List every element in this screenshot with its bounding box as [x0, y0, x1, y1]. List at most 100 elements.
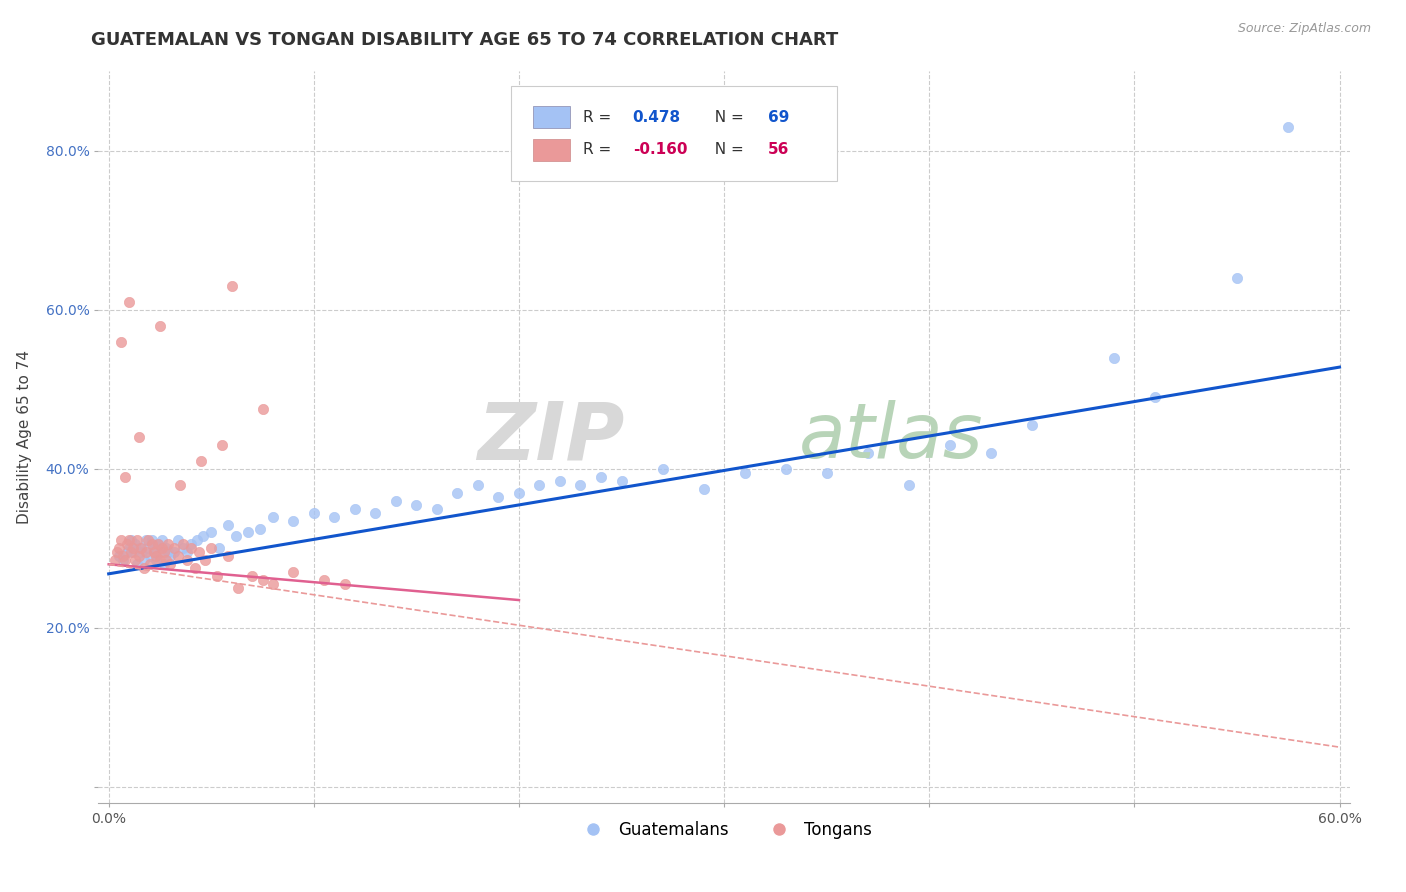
Point	[312, 573, 335, 587]
Point	[142, 545, 165, 559]
Point	[225, 529, 247, 543]
Point	[108, 549, 131, 564]
Point	[191, 529, 214, 543]
Point	[138, 549, 160, 564]
Point	[118, 541, 141, 556]
Point	[172, 537, 194, 551]
Point	[426, 501, 449, 516]
Text: 56: 56	[768, 142, 789, 157]
Text: atlas: atlas	[799, 401, 984, 474]
Point	[529, 477, 551, 491]
Point	[856, 446, 879, 460]
Point	[120, 545, 142, 559]
Point	[1021, 418, 1043, 433]
Point	[323, 509, 346, 524]
Point	[180, 537, 202, 551]
Text: R =: R =	[582, 110, 616, 125]
Point	[548, 474, 571, 488]
Point	[508, 485, 530, 500]
Point	[207, 569, 229, 583]
Point	[815, 466, 838, 480]
Point	[128, 430, 150, 444]
Point	[146, 537, 169, 551]
Point	[141, 533, 163, 548]
Point	[169, 477, 191, 491]
Text: 0.478: 0.478	[633, 110, 681, 125]
Point	[105, 545, 128, 559]
Point	[149, 545, 172, 559]
Point	[938, 438, 960, 452]
Point	[149, 553, 172, 567]
Point	[132, 553, 155, 567]
Point	[124, 537, 146, 551]
Y-axis label: Disability Age 65 to 74: Disability Age 65 to 74	[17, 350, 31, 524]
Point	[221, 279, 243, 293]
Text: -0.160: -0.160	[633, 142, 688, 157]
Point	[302, 506, 325, 520]
Point	[1102, 351, 1125, 365]
Point	[127, 533, 149, 548]
Point	[333, 577, 356, 591]
Point	[136, 541, 159, 556]
Point	[692, 482, 714, 496]
Point	[135, 533, 157, 548]
Point	[128, 541, 150, 556]
Point	[136, 533, 159, 548]
Point	[283, 514, 305, 528]
Point	[980, 446, 1002, 460]
Point	[1277, 120, 1299, 134]
Point	[172, 541, 194, 556]
Point	[108, 541, 131, 556]
Point	[217, 549, 239, 564]
Point	[132, 561, 155, 575]
Point	[153, 558, 176, 572]
Point	[131, 541, 153, 556]
Point	[159, 558, 181, 572]
Point	[115, 545, 138, 559]
Point	[211, 438, 233, 452]
Text: R =: R =	[582, 142, 616, 157]
Point	[184, 561, 207, 575]
Point	[110, 533, 132, 548]
Text: N =: N =	[706, 110, 749, 125]
Point	[569, 477, 592, 491]
Point	[200, 525, 222, 540]
Point	[1226, 271, 1249, 285]
Point	[180, 541, 202, 556]
Point	[155, 541, 177, 556]
Point	[150, 541, 173, 556]
Point	[124, 553, 146, 567]
Point	[190, 454, 212, 468]
Point	[167, 533, 190, 548]
Legend: Guatemalans, Tongans: Guatemalans, Tongans	[569, 814, 879, 846]
Point	[176, 553, 198, 567]
Text: Source: ZipAtlas.com: Source: ZipAtlas.com	[1237, 22, 1371, 36]
Point	[217, 517, 239, 532]
Point	[146, 537, 169, 551]
Point	[149, 318, 172, 333]
Point	[343, 501, 366, 516]
Point	[120, 533, 142, 548]
Point	[252, 573, 274, 587]
Point	[252, 402, 274, 417]
Point	[145, 549, 167, 564]
Point	[283, 566, 305, 580]
Point	[159, 549, 181, 564]
Bar	[533, 138, 571, 161]
Point	[385, 493, 408, 508]
Point	[200, 541, 222, 556]
Point	[112, 553, 135, 567]
Point	[467, 477, 489, 491]
Point	[651, 462, 673, 476]
Point	[135, 545, 157, 559]
Point	[118, 533, 141, 548]
Point	[115, 537, 138, 551]
Point	[589, 470, 612, 484]
Point	[114, 470, 136, 484]
Text: GUATEMALAN VS TONGAN DISABILITY AGE 65 TO 74 CORRELATION CHART: GUATEMALAN VS TONGAN DISABILITY AGE 65 T…	[91, 31, 838, 49]
Point	[262, 509, 284, 524]
Point	[122, 541, 145, 556]
Point	[262, 577, 284, 591]
Point	[405, 498, 427, 512]
Point	[153, 545, 176, 559]
